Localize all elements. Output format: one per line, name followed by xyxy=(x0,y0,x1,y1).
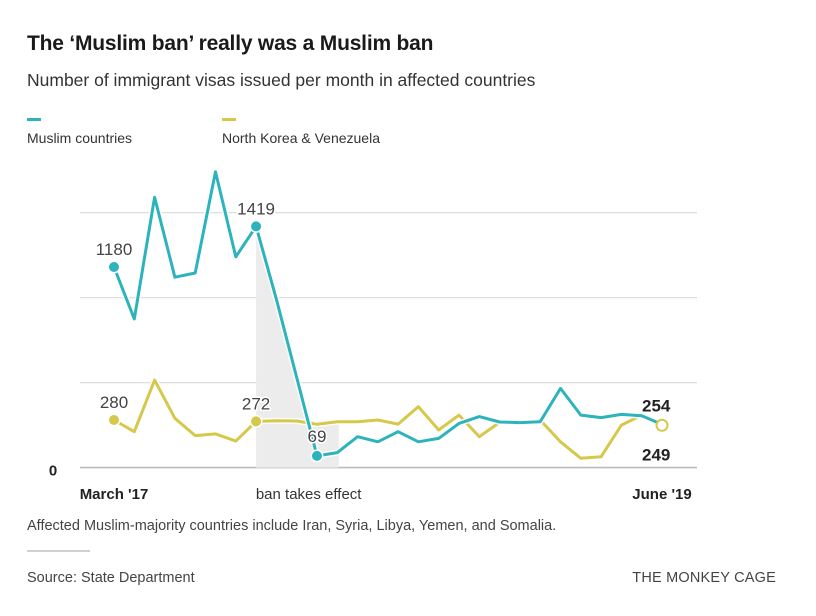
chart-subtitle: Number of immigrant visas issued per mon… xyxy=(27,70,536,90)
data-label-north-korea-venezuela: 280 xyxy=(100,393,128,412)
source-text: Source: State Department xyxy=(27,570,195,586)
ban-annotation-label: ban takes effect xyxy=(256,486,362,503)
series-lines xyxy=(111,168,664,462)
ban-shading xyxy=(256,226,339,468)
marker-muslim-countries xyxy=(311,450,322,461)
legend-label-north-korea-venezuela: North Korea & Venezuela xyxy=(222,130,380,146)
data-label-muslim-countries: 1180 xyxy=(96,240,133,259)
y-tick-label-0: 0 xyxy=(49,463,57,480)
data-label-north-korea-venezuela: 249 xyxy=(642,445,670,464)
data-labels: 1180 1419 69 254 280 272 249 xyxy=(94,198,672,466)
series-line-muslim-countries xyxy=(112,170,664,458)
marker-north-korea-venezuela xyxy=(109,415,119,425)
series-halo-north-korea-venezuela xyxy=(112,377,664,462)
chart-title: The ‘Muslim ban’ really was a Muslim ban xyxy=(27,32,434,55)
legend-label-muslim-countries: Muslim countries xyxy=(27,130,133,146)
legend-item-north-korea-venezuela: North Korea & Venezuela xyxy=(222,118,380,146)
series-line-north-korea-venezuela xyxy=(112,378,664,460)
footer-divider xyxy=(27,550,90,552)
marker-muslim-countries xyxy=(109,262,119,272)
marker-north-korea-venezuela xyxy=(251,416,262,427)
legend-swatch-muslim-countries xyxy=(27,118,41,121)
axis-labels: 0 March '17 June '19 ban takes effect xyxy=(49,463,692,503)
x-tick-label-end: June '19 xyxy=(632,486,691,503)
data-label-muslim-countries: 69 xyxy=(308,427,327,446)
credit-text: THE MONKEY CAGE xyxy=(632,570,776,586)
x-tick-label-start: March '17 xyxy=(80,486,149,503)
endpoint-marker xyxy=(655,418,669,432)
marker-muslim-countries xyxy=(251,221,262,232)
ban-shade-region xyxy=(256,226,339,468)
legend-item-muslim-countries: Muslim countries xyxy=(27,118,132,146)
data-label-muslim-countries: 254 xyxy=(642,396,671,415)
data-label-muslim-countries: 1419 xyxy=(237,199,275,218)
footnote: Affected Muslim-majority countries inclu… xyxy=(27,518,557,534)
data-label-north-korea-venezuela: 272 xyxy=(242,394,270,413)
gridlines xyxy=(80,212,697,469)
legend-swatch-north-korea-venezuela xyxy=(222,118,236,121)
